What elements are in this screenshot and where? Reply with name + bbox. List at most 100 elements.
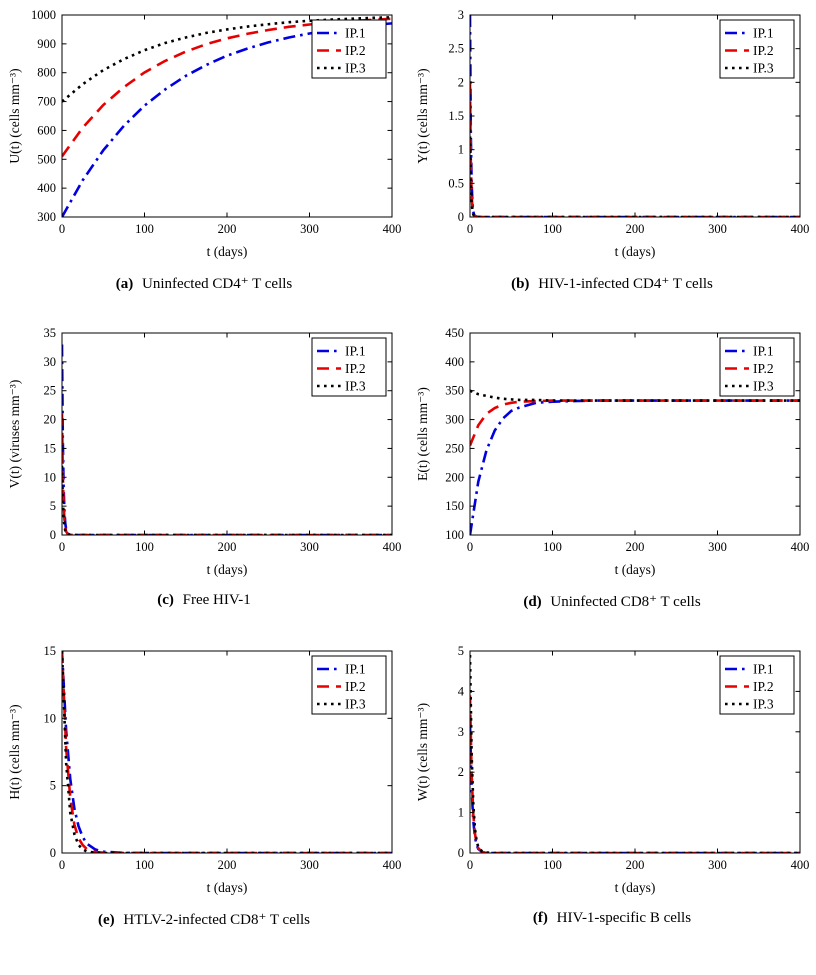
y-tick-label: 500 — [37, 152, 56, 166]
tick-marks — [61, 332, 393, 536]
caption-a: (a) Uninfected CD4⁺ T cells — [116, 274, 293, 293]
caption-c-text: Free HIV-1 — [182, 592, 251, 608]
y-tick-label: 15 — [44, 644, 57, 658]
y-tick-label: 200 — [445, 470, 464, 484]
legend-label-IP.3: IP.3 — [345, 697, 366, 712]
y-tick-label: 300 — [37, 210, 56, 224]
legend-label-IP.3: IP.3 — [753, 379, 774, 394]
x-tick-label: 400 — [791, 222, 810, 236]
y-tick-label: 250 — [445, 441, 464, 455]
tick-marks — [469, 650, 801, 854]
x-axis-label: t (days) — [615, 244, 656, 259]
y-tick-label: 0 — [50, 528, 56, 542]
legend: IP.1 IP.2 IP.3 — [311, 655, 387, 715]
legend: IP.1 IP.2 IP.3 — [719, 19, 795, 79]
x-tick-label: 100 — [135, 540, 154, 554]
legend-label-IP.1: IP.1 — [345, 344, 366, 359]
y-tick-label: 800 — [37, 66, 56, 80]
y-axis-label: V(t) (viruses mm⁻³) — [7, 380, 22, 489]
y-tick-label: 0 — [458, 210, 464, 224]
caption-e-label: (e) — [97, 912, 115, 928]
y-tick-label: 10 — [44, 711, 57, 725]
plot-uninfected-cd4: 0 100 200 300 400 300 400 500 600 700 800 900 1000 t … — [7, 8, 402, 259]
series-line-IP.2 — [62, 17, 392, 158]
legend-label-IP.3: IP.3 — [753, 61, 774, 76]
y-tick-label: 4 — [458, 684, 465, 698]
plot-hiv1-infected-cd4: 0 100 200 300 400 0 0.5 1 1.5 2 2.5 3 t (days) Y(t) (… — [415, 8, 810, 259]
series-group — [470, 389, 800, 535]
y-tick-label: 400 — [37, 181, 56, 195]
caption-f-label: (f) — [532, 910, 548, 926]
x-tick-label: 300 — [300, 540, 319, 554]
y-tick-label: 5 — [458, 644, 464, 658]
legend-label-IP.3: IP.3 — [345, 379, 366, 394]
y-tick-label: 35 — [44, 326, 57, 340]
subplot-c: 0 100 200 300 400 0 5 10 15 20 25 30 35 t (days) V(t) … — [0, 323, 408, 641]
x-tick-label: 0 — [467, 222, 473, 236]
x-tick-label: 300 — [708, 858, 727, 872]
x-tick-label: 0 — [467, 540, 473, 554]
series-group — [470, 655, 800, 853]
y-tick-label: 450 — [445, 326, 464, 340]
y-tick-label: 3 — [458, 8, 464, 22]
x-tick-label: 0 — [59, 540, 65, 554]
x-tick-label: 100 — [543, 222, 562, 236]
legend-label-IP.1: IP.1 — [753, 662, 774, 677]
y-tick-label: 150 — [445, 499, 464, 513]
y-tick-label: 25 — [44, 384, 57, 398]
legend-label-IP.3: IP.3 — [753, 697, 774, 712]
x-axis-label: t (days) — [615, 562, 656, 577]
x-tick-label: 400 — [383, 858, 402, 872]
x-tick-label: 100 — [135, 222, 154, 236]
y-axis-label: E(t) (cells mm⁻³) — [415, 387, 430, 481]
y-tick-label: 350 — [445, 384, 464, 398]
y-axis-label: Y(t) (cells mm⁻³) — [415, 68, 430, 163]
x-tick-label: 200 — [218, 858, 237, 872]
caption-c-label: (c) — [157, 592, 174, 608]
series-line-IP.3 — [62, 651, 392, 853]
x-tick-label: 200 — [626, 540, 645, 554]
x-tick-label: 200 — [626, 222, 645, 236]
x-tick-label: 200 — [218, 222, 237, 236]
x-tick-label: 200 — [626, 858, 645, 872]
legend-label-IP.1: IP.1 — [345, 662, 366, 677]
tick-marks — [469, 14, 801, 218]
y-tick-label: 1.5 — [448, 109, 464, 123]
series-line-IP.2 — [470, 82, 800, 217]
legend-label-IP.2: IP.2 — [345, 679, 366, 694]
x-tick-label: 400 — [383, 540, 402, 554]
x-tick-label: 400 — [791, 858, 810, 872]
series-line-IP.3 — [62, 16, 392, 103]
caption-a-label: (a) — [115, 276, 134, 292]
x-tick-label: 300 — [300, 858, 319, 872]
legend-label-IP.2: IP.2 — [753, 43, 774, 58]
caption-b: (b) HIV-1-infected CD4⁺ T cells — [511, 274, 713, 293]
x-tick-label: 200 — [218, 540, 237, 554]
y-tick-label: 30 — [44, 355, 57, 369]
x-axis-label: t (days) — [207, 244, 248, 259]
y-tick-label: 2 — [458, 75, 464, 89]
y-axis-label: W(t) (cells mm⁻³) — [415, 703, 430, 801]
y-tick-label: 0.5 — [448, 176, 464, 190]
series-group — [470, 15, 800, 217]
legend: IP.1 IP.2 IP.3 — [719, 655, 795, 715]
y-tick-label: 600 — [37, 123, 56, 137]
y-tick-label: 3 — [458, 725, 464, 739]
plot-free-hiv1: 0 100 200 300 400 0 5 10 15 20 25 30 35 t (days) V(t) … — [7, 326, 402, 577]
x-tick-label: 400 — [383, 222, 402, 236]
caption-c: (c) Free HIV-1 — [157, 592, 251, 609]
subplot-d: 0 100 200 300 400 100 150 200 250 300 350 400 450 t (… — [408, 323, 816, 641]
plot-hiv1-specific-b: 0 100 200 300 400 0 1 2 3 4 5 t (days) W(t) (cells m… — [415, 644, 810, 895]
x-axis-label: t (days) — [207, 562, 248, 577]
legend-label-IP.1: IP.1 — [753, 26, 774, 41]
x-tick-label: 300 — [708, 540, 727, 554]
x-tick-label: 300 — [708, 222, 727, 236]
x-tick-label: 100 — [543, 540, 562, 554]
caption-e: (e) HTLV-2-infected CD8⁺ T cells — [98, 910, 310, 929]
caption-b-text: HIV-1-infected CD4⁺ T cells — [538, 276, 713, 292]
legend-label-IP.2: IP.2 — [345, 361, 366, 376]
y-tick-label: 700 — [37, 95, 56, 109]
x-axis-label: t (days) — [615, 880, 656, 895]
x-tick-label: 100 — [543, 858, 562, 872]
